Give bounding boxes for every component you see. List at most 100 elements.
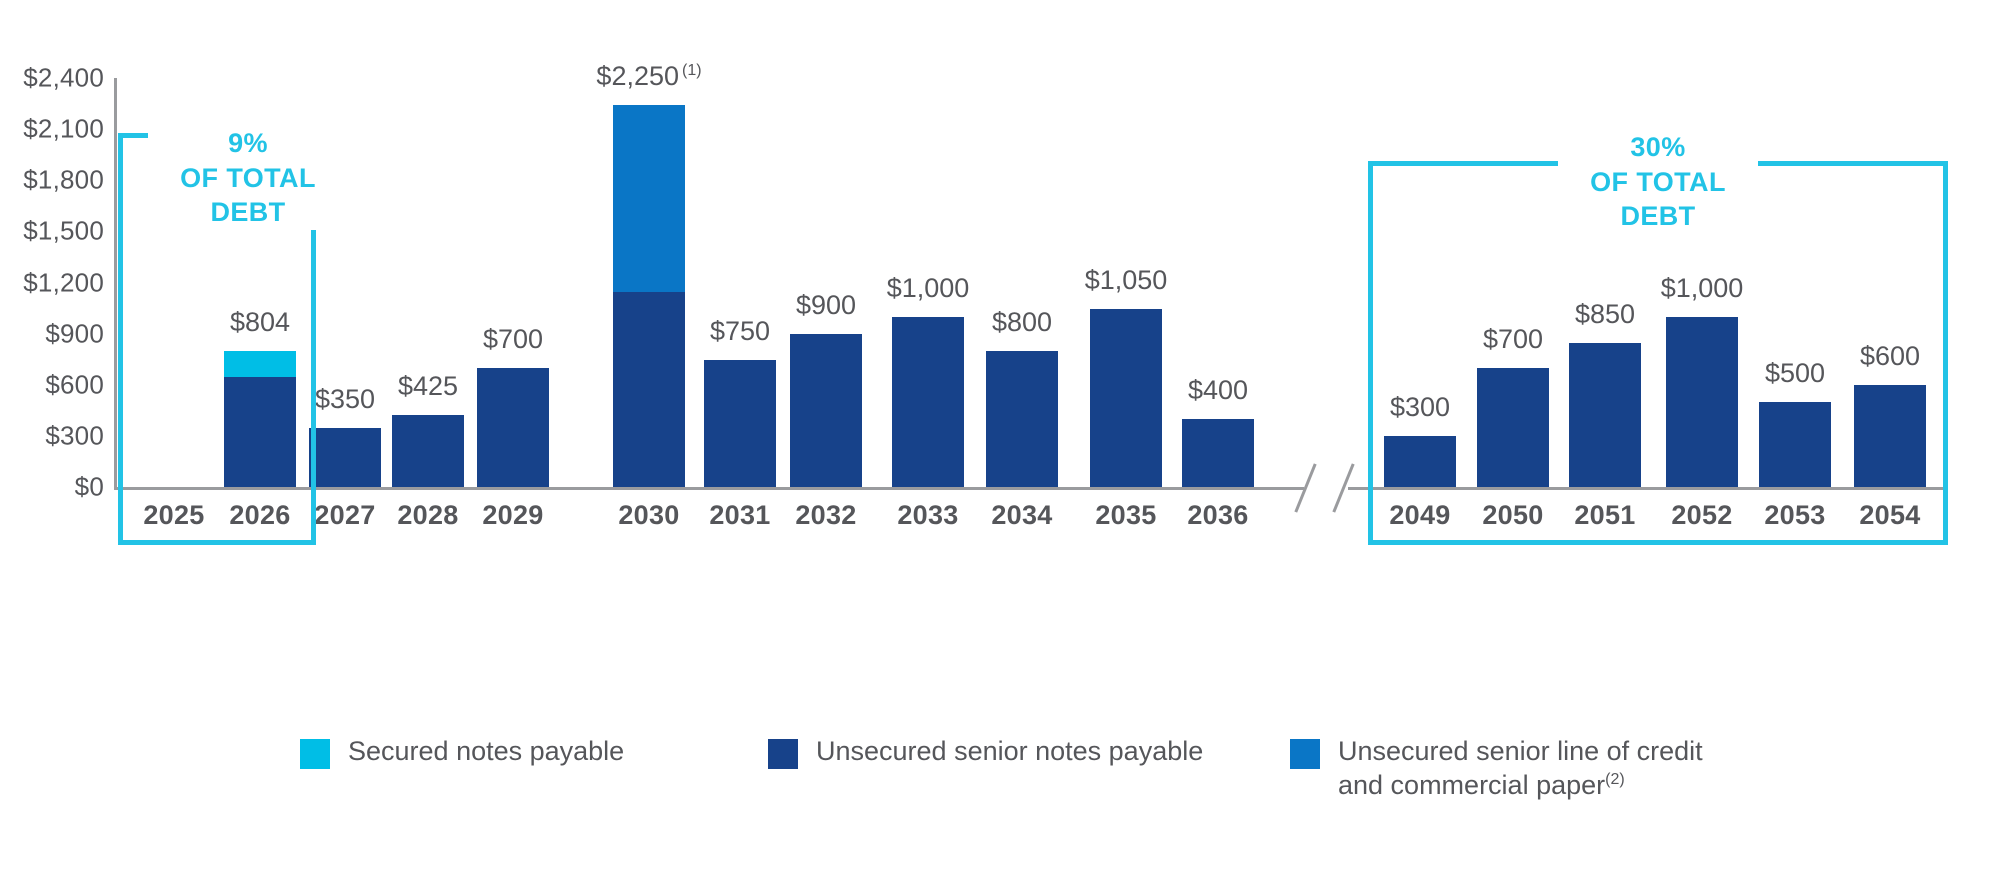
bar-segment-loc[interactable] — [613, 105, 685, 292]
bracket-left-percent: 9% — [228, 128, 268, 158]
bar-segment-unsecured[interactable] — [392, 415, 464, 487]
bar-value-label: $1,000 — [886, 273, 970, 303]
x-axis-tick-label-2032: 2032 — [795, 500, 857, 530]
bar[interactable] — [224, 351, 296, 487]
x-axis-tick-label-2030: 2030 — [618, 500, 680, 530]
x-axis-tick-label-2029: 2029 — [482, 500, 544, 530]
y-axis: $2,400 $2,100 $1,800 $1,500 $1,200 $900 $600 $3… — [0, 0, 104, 892]
x-axis-tick-label-2026: 2026 — [229, 500, 291, 530]
legend-item[interactable]: Unsecured senior notes payable — [768, 735, 1203, 769]
bar-segment-unsecured[interactable] — [477, 368, 549, 487]
legend-swatch-loc — [1290, 739, 1320, 769]
bar[interactable] — [1854, 385, 1926, 487]
bar-value-label: $900 — [795, 290, 857, 320]
legend-swatch-unsecured — [768, 739, 798, 769]
bar-segment-unsecured[interactable] — [892, 317, 964, 487]
bracket-right-label: 30% OF TOTAL DEBT — [1558, 130, 1758, 234]
y-axis-tick-label: $1,800 — [23, 164, 104, 195]
y-axis-tick-label: $0 — [74, 471, 104, 502]
legend-label: Unsecured senior notes payable — [816, 736, 1204, 766]
y-axis-tick-label: $1,200 — [23, 267, 104, 297]
x-axis-tick-label-2031: 2031 — [709, 500, 771, 530]
y-axis-tick-label: $900 — [45, 318, 104, 349]
bar-segment-unsecured[interactable] — [1090, 309, 1162, 487]
bracket-left-line1: OF TOTAL — [180, 162, 316, 193]
bar-segment-unsecured[interactable] — [1759, 402, 1831, 487]
bar-value-label: $1,050 — [1084, 265, 1168, 295]
bar-segment-unsecured[interactable] — [1477, 368, 1549, 487]
x-axis-tick-label-2052: 2052 — [1671, 500, 1733, 530]
bar-segment-unsecured[interactable] — [1384, 436, 1456, 487]
x-axis-tick-label-2051: 2051 — [1574, 500, 1636, 530]
x-axis-line-right — [1348, 487, 1948, 490]
y-axis-tick-label: $600 — [45, 369, 104, 400]
x-axis-line-left — [114, 487, 1304, 490]
bar[interactable] — [309, 428, 381, 487]
y-axis-tick-label: $1,500 — [23, 215, 104, 246]
bar[interactable] — [986, 351, 1058, 487]
x-axis-tick-label-2034: 2034 — [991, 500, 1053, 530]
bar-value-label: $500 — [1764, 358, 1826, 388]
bar-value-label: $350 — [314, 384, 376, 414]
y-axis-line — [114, 78, 117, 490]
y-axis-tick-label: $300 — [45, 420, 104, 451]
bar-segment-unsecured[interactable] — [986, 351, 1058, 487]
bar-value-label: $300 — [1389, 392, 1451, 422]
x-axis-tick-label-2049: 2049 — [1389, 500, 1451, 530]
bar-value-label: $1,000 — [1660, 273, 1744, 303]
bar[interactable] — [1384, 436, 1456, 487]
bar[interactable] — [1759, 402, 1831, 487]
bar[interactable] — [1569, 343, 1641, 487]
bar[interactable] — [1182, 419, 1254, 487]
x-axis-tick-label-2036: 2036 — [1187, 500, 1249, 530]
bar-value-label: $700 — [1482, 324, 1544, 354]
bracket-left-line2: DEBT — [210, 197, 286, 228]
legend-item[interactable]: Unsecured senior line of credit and comm… — [1290, 735, 1703, 803]
legend-label-footnote: (2) — [1605, 770, 1625, 788]
bar-value-label: $400 — [1187, 375, 1249, 405]
legend-item[interactable]: Secured notes payable — [300, 735, 624, 769]
bar-segment-unsecured[interactable] — [309, 428, 381, 487]
legend: Secured notes payable Unsecured senior no… — [0, 735, 2000, 845]
x-axis-tick-label-2054: 2054 — [1859, 500, 1921, 530]
bar[interactable] — [1090, 309, 1162, 487]
legend-label: Secured notes payable — [348, 736, 625, 766]
bar-value-label: $800 — [991, 307, 1053, 337]
legend-label: Unsecured senior line of credit and comm… — [1338, 736, 1703, 800]
bar-segment-unsecured[interactable] — [1666, 317, 1738, 487]
bar-value-label: $700 — [482, 324, 544, 354]
bar-value-label: $850 — [1574, 299, 1636, 329]
bracket-right-line1: OF TOTAL DEBT — [1590, 166, 1726, 232]
bar-value-label: $425 — [397, 371, 459, 401]
bar[interactable] — [392, 415, 464, 487]
bar[interactable] — [1477, 368, 1549, 487]
bar-value-label: $2,250 (1) — [596, 61, 702, 91]
bar-value-label: $600 — [1859, 341, 1921, 371]
bar[interactable] — [1666, 317, 1738, 487]
bar-segment-unsecured[interactable] — [704, 360, 776, 487]
bar-segment-secured[interactable] — [224, 351, 296, 377]
x-axis-tick-label-2050: 2050 — [1482, 500, 1544, 530]
bracket-left-label: 9% OF TOTAL DEBT — [148, 126, 348, 230]
bar[interactable] — [477, 368, 549, 487]
bar-value-label: $750 — [709, 316, 771, 346]
bar-segment-unsecured[interactable] — [613, 292, 685, 487]
x-axis-tick-label-2027: 2027 — [314, 500, 376, 530]
bar-segment-unsecured[interactable] — [1182, 419, 1254, 487]
x-axis-tick-label-2035: 2035 — [1095, 500, 1157, 530]
bar[interactable] — [613, 105, 685, 487]
x-axis-tick-label-2033: 2033 — [897, 500, 959, 530]
x-axis-tick-label-2025: 2025 — [143, 500, 205, 530]
bar-value-footnote: (1) — [682, 62, 702, 79]
bar-segment-unsecured[interactable] — [224, 377, 296, 487]
bar[interactable] — [790, 334, 862, 487]
bar-segment-unsecured[interactable] — [1854, 385, 1926, 487]
bar[interactable] — [892, 317, 964, 487]
legend-swatch-secured — [300, 739, 330, 769]
bar-segment-unsecured[interactable] — [790, 334, 862, 487]
bar[interactable] — [704, 360, 776, 487]
x-axis-tick-label-2028: 2028 — [397, 500, 459, 530]
bracket-right-percent: 30% — [1630, 132, 1686, 162]
bar-segment-unsecured[interactable] — [1569, 343, 1641, 487]
